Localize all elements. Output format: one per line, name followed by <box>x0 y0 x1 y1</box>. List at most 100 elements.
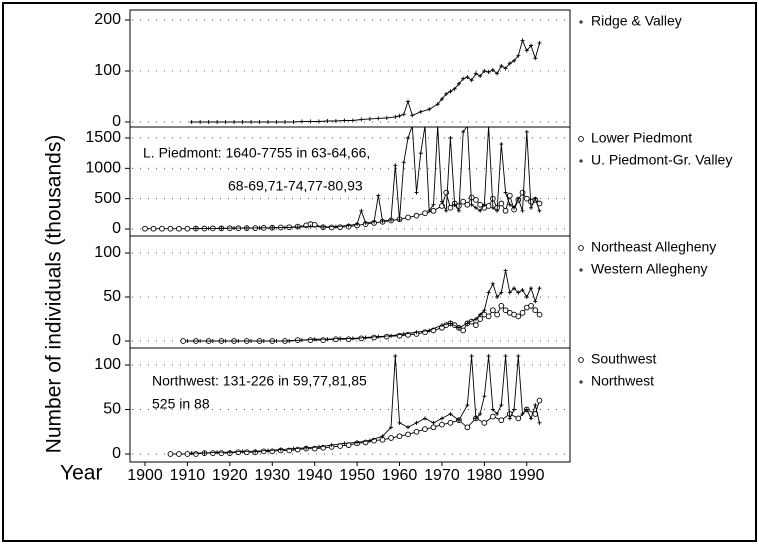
data-point <box>529 286 534 291</box>
data-point <box>308 119 313 124</box>
data-point <box>533 403 538 408</box>
data-point <box>189 120 194 124</box>
data-point <box>524 407 529 412</box>
x-tick-label: 1910 <box>170 467 206 484</box>
data-point <box>249 339 254 343</box>
series-u-piedmont-gr-valley <box>193 127 542 231</box>
data-point <box>333 224 338 229</box>
data-point <box>437 127 439 128</box>
data-point <box>274 120 279 124</box>
data-point <box>448 321 453 326</box>
x-tick-label: 1900 <box>127 467 163 484</box>
data-point <box>477 316 483 322</box>
data-point <box>490 407 495 412</box>
data-point <box>376 334 381 339</box>
data-point <box>396 433 403 440</box>
legend-label: Ridge & Valley <box>591 13 682 29</box>
data-point <box>512 205 517 210</box>
data-point <box>410 113 415 118</box>
data-point <box>232 226 237 231</box>
data-point <box>512 407 517 412</box>
data-point <box>393 163 398 168</box>
data-point <box>439 97 444 102</box>
series-northeast-allegheny <box>180 302 543 344</box>
data-point <box>452 202 457 207</box>
data-point <box>537 286 542 291</box>
data-point <box>180 338 187 344</box>
data-point <box>444 91 449 96</box>
plot-area <box>167 354 543 457</box>
data-point <box>447 420 454 426</box>
data-point <box>499 142 504 147</box>
data-point <box>389 333 394 338</box>
data-point <box>532 307 539 314</box>
data-point <box>456 325 461 330</box>
data-point <box>519 189 526 196</box>
series-northwest <box>189 354 542 456</box>
data-point <box>270 225 275 230</box>
data-point <box>189 451 194 456</box>
data-point <box>232 120 237 124</box>
x-tick-label: 1960 <box>382 467 418 484</box>
data-point <box>512 286 517 291</box>
data-point <box>506 192 513 199</box>
x-tick-label: 1990 <box>509 467 545 484</box>
series-line <box>191 39 540 123</box>
data-point <box>345 336 352 343</box>
data-point <box>371 334 377 341</box>
data-point <box>223 339 228 343</box>
data-point <box>376 116 381 121</box>
legend-label: Southwest <box>591 351 656 367</box>
data-point <box>372 219 377 224</box>
data-point <box>499 63 504 68</box>
data-point <box>452 86 457 91</box>
y-tick-label: 0 <box>112 113 121 130</box>
data-point <box>507 290 512 295</box>
data-point <box>167 225 174 232</box>
legend-marker <box>578 136 584 142</box>
data-point <box>507 416 512 421</box>
data-point <box>431 420 436 425</box>
legend-label: Northeast Allegheny <box>591 239 716 255</box>
data-point <box>418 151 423 156</box>
annotation-line: 68-69,71-74,77-80,93 <box>228 178 363 194</box>
data-point <box>380 434 385 439</box>
data-point <box>367 438 372 443</box>
series-line <box>187 270 540 342</box>
legend-marker <box>579 20 583 24</box>
data-point <box>490 307 496 314</box>
data-point <box>295 225 300 230</box>
legend-label: U. Piedmont-Gr. Valley <box>591 152 732 168</box>
data-point <box>198 120 203 124</box>
annotation-line: L. Piedmont: 1640-7755 in 63-64,66, <box>143 145 370 161</box>
data-point <box>413 428 420 435</box>
data-point <box>350 118 355 123</box>
y-tick-label: 0 <box>112 445 121 462</box>
data-point <box>367 116 372 121</box>
x-tick-label: 1950 <box>339 467 375 484</box>
data-point <box>498 417 505 424</box>
data-point <box>287 339 292 343</box>
data-point <box>465 403 470 408</box>
y-tick-label: 50 <box>103 288 121 305</box>
plot-area <box>189 38 542 124</box>
y-tick-label: 100 <box>94 244 121 261</box>
data-point <box>486 70 491 75</box>
data-point <box>515 415 522 422</box>
data-point <box>537 208 542 213</box>
data-point <box>456 208 461 213</box>
data-point <box>325 118 330 123</box>
data-point <box>495 71 500 76</box>
x-axis-label: Year <box>60 462 102 485</box>
data-point <box>405 431 411 438</box>
data-point <box>346 223 351 228</box>
data-point <box>304 445 309 450</box>
data-point <box>427 208 432 213</box>
data-point <box>448 411 453 416</box>
data-point <box>389 425 394 430</box>
data-point <box>537 40 542 45</box>
data-point <box>176 225 182 232</box>
legend-marker <box>579 380 583 384</box>
data-point <box>424 127 426 128</box>
